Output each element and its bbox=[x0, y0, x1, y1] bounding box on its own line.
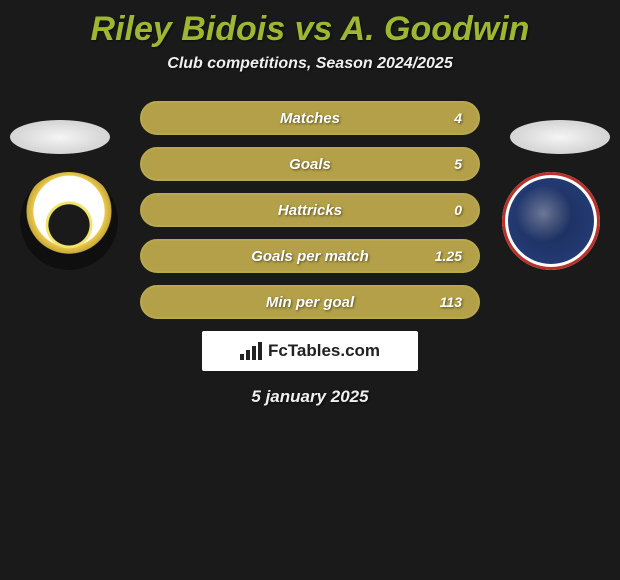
comparison-subtitle: Club competitions, Season 2024/2025 bbox=[0, 55, 620, 73]
stat-label: Min per goal bbox=[266, 294, 354, 311]
stat-value: 1.25 bbox=[435, 248, 462, 264]
stat-row-matches: Matches 4 bbox=[140, 101, 480, 135]
stat-label: Matches bbox=[280, 110, 340, 127]
stat-row-gpm: Goals per match 1.25 bbox=[140, 239, 480, 273]
stat-value: 5 bbox=[454, 156, 462, 172]
stat-value: 113 bbox=[440, 294, 462, 310]
stats-list: Matches 4 Goals 5 Hattricks 0 Goals per … bbox=[0, 101, 620, 319]
stat-row-goals: Goals 5 bbox=[140, 147, 480, 181]
stat-label: Goals per match bbox=[251, 248, 369, 265]
stat-label: Goals bbox=[289, 156, 331, 173]
stat-value: 4 bbox=[454, 110, 462, 126]
stat-row-hattricks: Hattricks 0 bbox=[140, 193, 480, 227]
branding-text: FcTables.com bbox=[268, 341, 380, 361]
stat-row-mpg: Min per goal 113 bbox=[140, 285, 480, 319]
branding-box[interactable]: FcTables.com bbox=[202, 331, 418, 371]
comparison-title: Riley Bidois vs A. Goodwin bbox=[0, 0, 620, 55]
chart-icon bbox=[240, 342, 262, 360]
stat-value: 0 bbox=[454, 202, 462, 218]
snapshot-date: 5 january 2025 bbox=[0, 387, 620, 407]
stat-label: Hattricks bbox=[278, 202, 342, 219]
